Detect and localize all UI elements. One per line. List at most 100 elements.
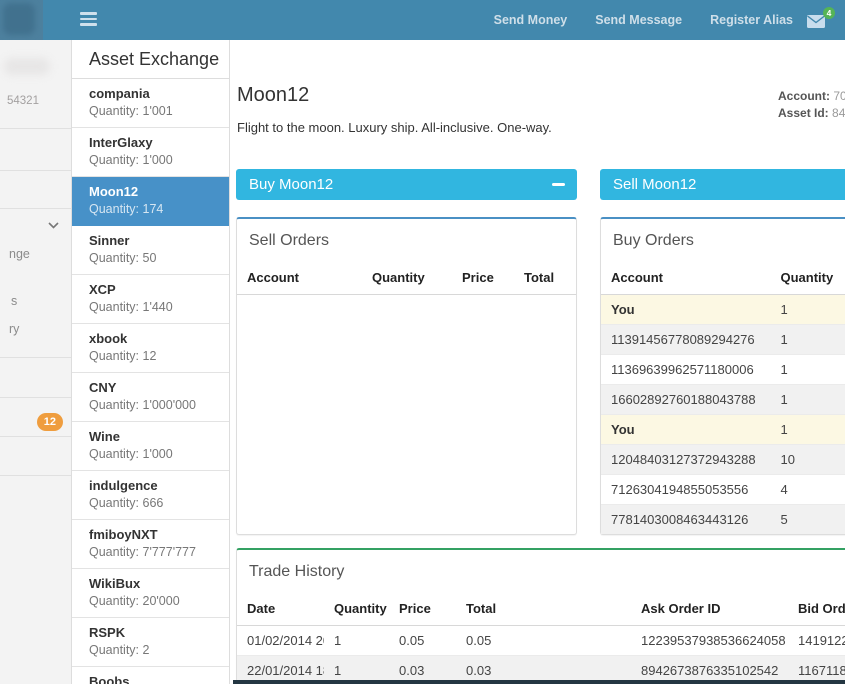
asset-list: compania Quantity: 1'001 InterGlaxy Quan…: [72, 79, 229, 684]
asset-list-item[interactable]: xbook Quantity: 12: [72, 324, 229, 373]
asset-quantity: Quantity: 7'777'777: [89, 545, 196, 559]
asset-name: indulgence: [89, 478, 158, 493]
asset-quantity: Quantity: 1'000'000: [89, 398, 196, 412]
asset-list-item[interactable]: indulgence Quantity: 666: [72, 471, 229, 520]
column-header: Quantity: [362, 265, 452, 295]
asset-id-label: Asset Id:: [778, 105, 829, 120]
asset-list-item[interactable]: compania Quantity: 1'001: [72, 79, 229, 128]
order-account: 7126304194855053556: [601, 474, 771, 505]
trade-date: 22/01/2014 18:10:18: [237, 655, 324, 684]
asset-quantity: Quantity: 666: [89, 496, 164, 510]
asset-list-item[interactable]: Moon12 Quantity: 174: [72, 177, 229, 226]
column-header: Total: [514, 265, 576, 295]
buy-order-row[interactable]: 11369639962571180006 1: [601, 354, 845, 385]
order-account: 16602892760188043788: [601, 384, 771, 415]
asset-quantity: Quantity: 1'000: [89, 447, 173, 461]
rail-divider: [0, 170, 71, 171]
rail-divider: [0, 357, 71, 358]
buy-order-row[interactable]: 12048403127372943288 10: [601, 444, 845, 475]
navbar-link[interactable]: Send Message: [595, 13, 683, 27]
redacted-smudge: [4, 58, 50, 75]
hamburger-icon[interactable]: [80, 12, 98, 28]
rail-divider: [0, 208, 71, 209]
asset-list-item[interactable]: RSPK Quantity: 2: [72, 618, 229, 667]
rail-menu-item-exchange[interactable]: nge: [9, 247, 30, 261]
column-header: Quantity: [324, 596, 389, 626]
buy-order-row[interactable]: 7126304194855053556 4: [601, 474, 845, 505]
messages-count-badge: 4: [823, 7, 835, 19]
asset-quantity: Quantity: 174: [89, 202, 164, 216]
asset-list-item[interactable]: WikiBux Quantity: 20'000: [72, 569, 229, 618]
asset-list-item[interactable]: CNY Quantity: 1'000'000: [72, 373, 229, 422]
order-account: 11369639962571180006: [601, 354, 771, 385]
column-header: Ask Order ID: [631, 596, 788, 626]
order-account: 7781403008463443126: [601, 504, 771, 534]
app-logo[interactable]: [0, 0, 43, 40]
buy-orders-table: Account Quantity You 1 113914567780892942…: [601, 265, 845, 534]
asset-name: CNY: [89, 380, 117, 395]
asset-list-item[interactable]: Boobs: [72, 667, 229, 684]
sell-panel-header[interactable]: Sell Moon12: [600, 169, 845, 200]
order-account: You: [601, 294, 771, 325]
column-header: Account: [601, 265, 771, 295]
trade-quantity: 1: [324, 655, 389, 684]
asset-quantity: Quantity: 1'000: [89, 153, 173, 167]
asset-title: Moon12: [237, 84, 310, 106]
asset-description: Flight to the moon. Luxury ship. All-inc…: [237, 120, 552, 135]
buy-order-row[interactable]: You 1: [601, 414, 845, 445]
asset-list-item[interactable]: XCP Quantity: 1'440: [72, 275, 229, 324]
asset-name: WikiBux: [89, 576, 141, 591]
trade-history-card: Trade History Date Quantity Price Total Ask …: [236, 548, 845, 684]
buy-order-row[interactable]: 7781403008463443126 5: [601, 504, 845, 534]
navbar-link[interactable]: Register Alias: [710, 13, 793, 27]
column-header: Date: [237, 596, 324, 626]
column-header: Price: [389, 596, 456, 626]
asset-quantity: Quantity: 1'440: [89, 300, 173, 314]
order-account: 11391456778089294276: [601, 324, 771, 355]
account-value: 709: [833, 89, 845, 103]
order-account: You: [601, 414, 771, 445]
buy-order-row[interactable]: You 1: [601, 294, 845, 325]
column-header: Price: [452, 265, 514, 295]
buy-panel-title: Buy Moon12: [249, 176, 334, 193]
trade-total: 0.05: [456, 625, 631, 656]
sell-panel-title: Sell Moon12: [613, 176, 697, 193]
chevron-down-icon[interactable]: [48, 216, 59, 234]
rail-menu-item-history[interactable]: ry: [9, 322, 20, 336]
asset-name: Sinner: [89, 233, 130, 248]
trade-total: 0.03: [456, 655, 631, 684]
column-header: Account: [237, 265, 362, 295]
trade-price: 0.03: [389, 655, 456, 684]
trade-history-body: 01/02/2014 20:47:22 1 0.05 0.05 12239537…: [237, 625, 845, 684]
trade-bid-order-id: 14191221311280: [788, 625, 845, 656]
asset-quantity: Quantity: 1'001: [89, 104, 173, 118]
asset-list-item[interactable]: Wine Quantity: 1'000: [72, 422, 229, 471]
rail-menu-item[interactable]: s: [11, 294, 18, 308]
order-account: 12048403127372943288: [601, 444, 771, 475]
sell-orders-title: Sell Orders: [249, 232, 330, 249]
order-quantity: 1: [770, 384, 845, 415]
asset-list-item[interactable]: Sinner Quantity: 50: [72, 226, 229, 275]
trade-ask-order-id: 8942673876335102542: [631, 655, 788, 684]
buy-panel-header[interactable]: Buy Moon12: [236, 169, 577, 200]
asset-list-item[interactable]: InterGlaxy Quantity: 1'000: [72, 128, 229, 177]
trade-history-row: 01/02/2014 20:47:22 1 0.05 0.05 12239537…: [237, 625, 845, 656]
buy-orders-body: You 1 11391456778089294276 1 11369639962…: [601, 294, 845, 534]
buy-orders-card: Buy Orders Account Quantity You 1 1139145…: [600, 217, 845, 535]
minus-icon[interactable]: [552, 183, 565, 186]
navbar-link[interactable]: Send Money: [493, 13, 568, 27]
buy-order-row[interactable]: 16602892760188043788 1: [601, 384, 845, 415]
trade-ask-order-id: 12239537938536624058: [631, 625, 788, 656]
buy-order-row[interactable]: 11391456778089294276 1: [601, 324, 845, 355]
asset-list-item[interactable]: fmiboyNXT Quantity: 7'777'777: [72, 520, 229, 569]
asset-quantity: Quantity: 2: [89, 643, 150, 657]
logo-icon: [3, 3, 35, 35]
messages-button[interactable]: 4: [807, 7, 835, 34]
column-header: Quantity: [770, 265, 845, 295]
asset-name: Boobs: [89, 674, 130, 684]
rail-divider: [0, 475, 71, 476]
trade-history-row: 22/01/2014 18:10:18 1 0.03 0.03 89426738…: [237, 655, 845, 684]
asset-name: xbook: [89, 331, 128, 346]
asset-name: fmiboyNXT: [89, 527, 158, 542]
